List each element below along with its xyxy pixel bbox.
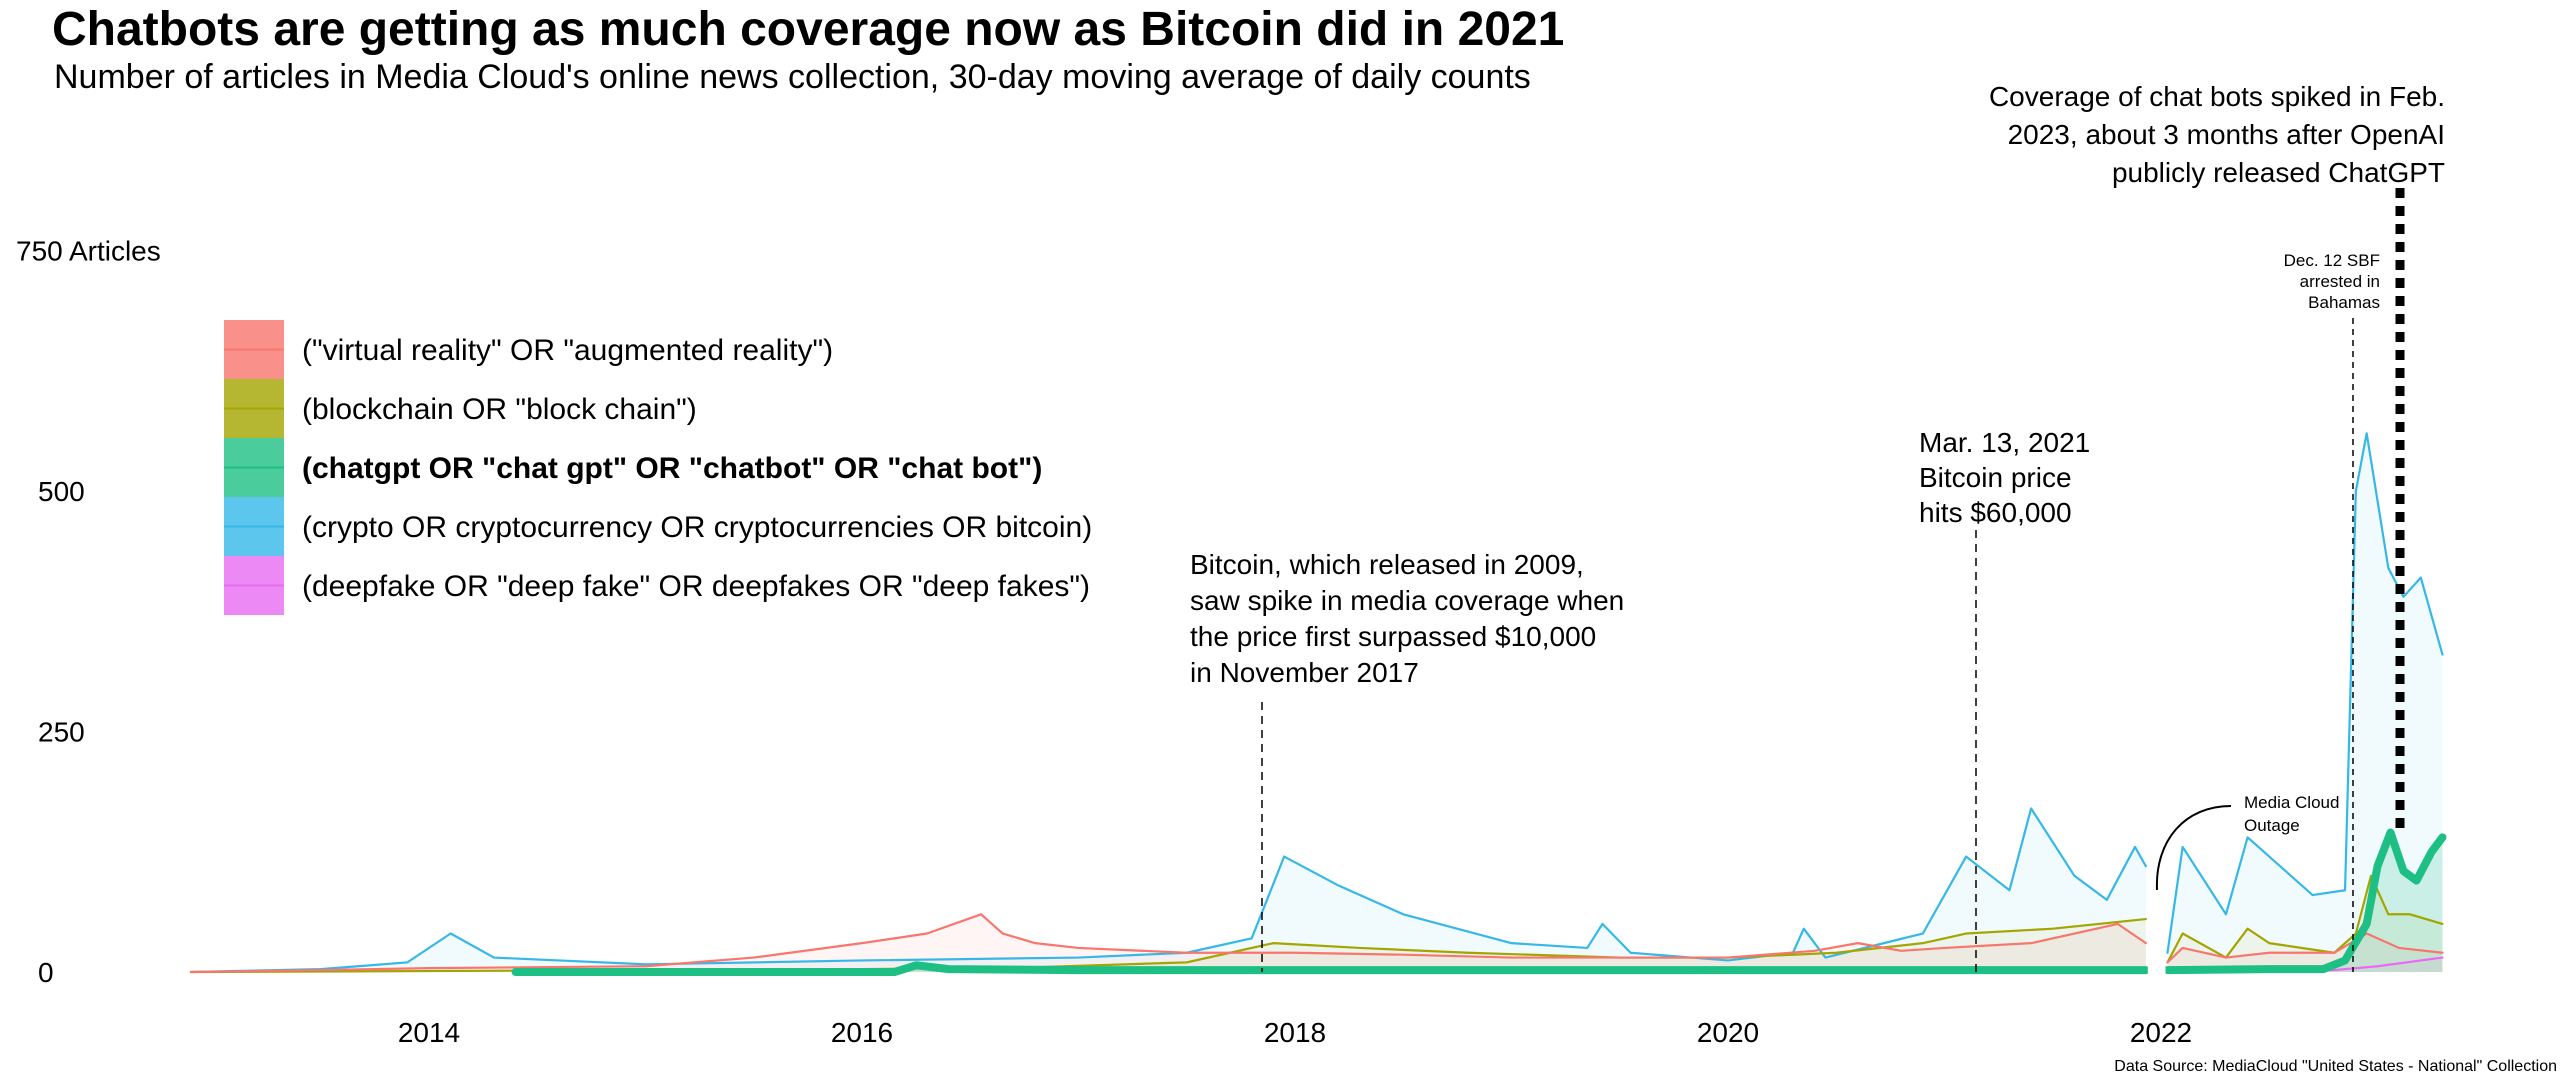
legend-label: (deepfake OR "deep fake" OR deepfakes OR…	[302, 570, 1090, 603]
annotation-bitcoin_2017: in November 2017	[1190, 657, 1419, 688]
annotation-chatgpt: Coverage of chat bots spiked in Feb.	[1989, 81, 2445, 112]
x-tick-label: 2022	[2130, 1017, 2192, 1048]
x-tick-label: 2020	[1697, 1017, 1759, 1048]
x-tick-label: 2018	[1264, 1017, 1326, 1048]
chart-title: Chatbots are getting as much coverage no…	[52, 3, 1565, 56]
legend-item: (chatgpt OR "chat gpt" OR "chatbot" OR "…	[224, 438, 1042, 497]
legend-item: (deepfake OR "deep fake" OR deepfakes OR…	[224, 556, 1090, 615]
annotation-sbf: Bahamas	[2308, 293, 2380, 312]
legend-item: (blockchain OR "block chain")	[224, 379, 697, 438]
series-line-3	[189, 432, 2444, 974]
annotation-bitcoin_2017: Bitcoin, which released in 2009,	[1190, 549, 1584, 580]
legend-label: (chatgpt OR "chat gpt" OR "chatbot" OR "…	[302, 452, 1042, 485]
annotation-bitcoin_2017: the price first surpassed $10,000	[1190, 621, 1596, 652]
legend-label: ("virtual reality" OR "augmented reality…	[302, 334, 833, 367]
outage-gap	[2147, 914, 2166, 982]
series-line-0	[189, 913, 2444, 974]
annotation-outage: Outage	[2244, 816, 2300, 835]
legend-item: ("virtual reality" OR "augmented reality…	[224, 320, 833, 379]
legend-label: (crypto OR cryptocurrency OR cryptocurre…	[302, 511, 1092, 544]
x-tick-label: 2014	[398, 1017, 460, 1048]
data-source: Data Source: MediaCloud "United States -…	[2114, 1058, 2557, 1075]
annotation-sbf: arrested in	[2300, 272, 2380, 291]
chart-subtitle: Number of articles in Media Cloud's onli…	[54, 58, 1531, 96]
legend-item: (crypto OR cryptocurrency OR cryptocurre…	[224, 497, 1092, 556]
y-tick-label: 250	[38, 717, 85, 748]
outage-callout-curve	[2155, 805, 2232, 891]
annotation-chatgpt: 2023, about 3 months after OpenAI	[2008, 119, 2445, 150]
y-tick-label: 500	[38, 476, 85, 507]
annotation-chatgpt: publicly released ChatGPT	[2112, 157, 2445, 188]
y-tick-label: 0	[38, 957, 54, 988]
x-tick-label: 2016	[831, 1017, 893, 1048]
annotation-outage: Media Cloud	[2244, 793, 2339, 812]
y-tick-label: 750 Articles	[16, 236, 161, 267]
annotation-bitcoin_60k: Mar. 13, 2021	[1919, 427, 2090, 458]
annotation-bitcoin_2017: saw spike in media coverage when	[1190, 585, 1624, 616]
series-area-3	[190, 433, 2443, 972]
series-line-2	[511, 828, 2447, 976]
annotation-sbf: Dec. 12 SBF	[2284, 251, 2380, 270]
annotation-bitcoin_60k: Bitcoin price	[1919, 462, 2072, 493]
annotation-bitcoin_60k: hits $60,000	[1919, 497, 2072, 528]
legend-label: (blockchain OR "block chain")	[302, 393, 697, 426]
